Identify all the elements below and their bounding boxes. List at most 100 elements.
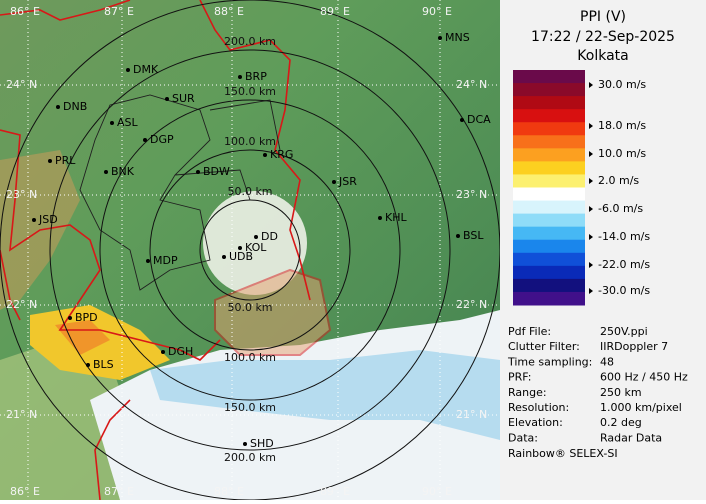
city-dot [146, 259, 150, 263]
side-panel: PPI (V) 17:22 / 22-Sep-2025 Kolkata 30.0… [500, 0, 706, 500]
city-label: DMK [133, 63, 159, 76]
city-dot [68, 316, 72, 320]
city-label: BNK [111, 165, 135, 178]
info-value: 600 Hz / 450 Hz [600, 371, 688, 384]
lon-label: 88° E [214, 5, 244, 18]
sundarbans [214, 268, 332, 356]
colorbar-step [513, 252, 585, 267]
city-dot [243, 442, 247, 446]
colorbar-step [513, 200, 585, 215]
ring-label: 50.0 km [227, 185, 272, 198]
lon-label: 87° E [104, 5, 134, 18]
lon-label: 90° E [422, 5, 452, 18]
info-key: Data: [508, 431, 538, 444]
ring-label: 150.0 km [224, 401, 276, 414]
city-dot [165, 97, 169, 101]
echo-near [203, 191, 307, 295]
info-value: 250 km [600, 386, 642, 399]
city-dot [456, 234, 460, 238]
lat-label: 24° N [6, 78, 37, 91]
lon-label: 86° E [10, 485, 40, 498]
city-label: DNB [63, 100, 87, 113]
city-dot [238, 246, 242, 250]
colorbar-label: -6.0 m/s [598, 202, 643, 215]
lon-label: 89° E [320, 485, 350, 498]
city-label: SHD [250, 437, 274, 450]
colorbar-marker [589, 234, 593, 240]
info-key: Pdf File: [508, 325, 551, 338]
city-label: DCA [467, 113, 491, 126]
colorbar-step [513, 265, 585, 280]
city-dot [222, 255, 226, 259]
lat-label: 21° N [456, 408, 487, 421]
colorbar-step [513, 109, 585, 123]
lon-label: 90° E [422, 485, 452, 498]
city-label: PRL [55, 154, 76, 167]
colorbar: 30.0 m/s 18.0 m/s 10.0 m/s 2.0 m/s -6.0 m/s -… [513, 70, 650, 306]
lat-label: 21° N [6, 408, 37, 421]
colorbar-step [513, 239, 585, 254]
colorbar-step [513, 291, 585, 306]
city-dot [56, 105, 60, 109]
colorbar-step [513, 148, 585, 162]
info-key: Time sampling: [507, 355, 592, 368]
range-ring [99, 99, 401, 401]
city-dot [332, 180, 336, 184]
colorbar-marker [589, 206, 593, 212]
city-dot [460, 118, 464, 122]
city-dot [196, 170, 200, 174]
colorbar-step [513, 187, 585, 202]
state-border [0, 0, 311, 500]
lat-label: 22° N [456, 298, 487, 311]
colorbar-step [513, 174, 585, 188]
lon-label: 87° E [104, 485, 134, 498]
city-label: UDB [229, 250, 253, 263]
city-dot [143, 138, 147, 142]
city-dot [126, 68, 130, 72]
info-key: Elevation: [508, 416, 563, 429]
city-dot [263, 153, 267, 157]
colorbar-step [513, 226, 585, 241]
city-label: KRG [270, 148, 293, 161]
info-key: PRF: [508, 371, 531, 384]
colorbar-marker [589, 288, 593, 294]
colorbar-label: -30.0 m/s [598, 284, 650, 297]
city-label: DGH [168, 345, 193, 358]
city-dot [254, 235, 258, 239]
lon-label: 86° E [10, 5, 40, 18]
ring-label: 200.0 km [224, 35, 276, 48]
ring-label: 100.0 km [224, 135, 276, 148]
city-label: KHL [385, 211, 407, 224]
info-value: 1.000 km/pixel [600, 401, 682, 414]
colorbar-label: 10.0 m/s [598, 147, 646, 160]
colorbar-step [513, 278, 585, 293]
city-label: JSD [38, 213, 58, 226]
lat-label: 23° N [6, 188, 37, 201]
city-dot [32, 218, 36, 222]
city-dot [161, 350, 165, 354]
range-ring [199, 199, 301, 301]
lon-label: 89° E [320, 5, 350, 18]
ring-label: 150.0 km [224, 85, 276, 98]
city-label: JSR [338, 175, 357, 188]
range-ring [149, 149, 351, 351]
lon-label: 88° E [214, 485, 244, 498]
city-dot [86, 363, 90, 367]
echo-orange [55, 320, 110, 355]
colorbar-label: 18.0 m/s [598, 119, 646, 132]
colorbar-label: 2.0 m/s [598, 174, 639, 187]
city-label: BPD [75, 311, 98, 324]
city-label: DGP [150, 133, 174, 146]
echo-light-blue [150, 350, 500, 440]
info-value: 250V.ppi [600, 325, 648, 338]
ring-label: 100.0 km [224, 351, 276, 364]
colorbar-marker [589, 82, 593, 88]
city-dot [104, 170, 108, 174]
ring-label: 50.0 km [227, 301, 272, 314]
info-value: 48 [600, 355, 614, 368]
lat-label: 23° N [456, 188, 487, 201]
city-dot [378, 216, 382, 220]
colorbar-step [513, 122, 585, 136]
city-label: DD [261, 230, 278, 243]
